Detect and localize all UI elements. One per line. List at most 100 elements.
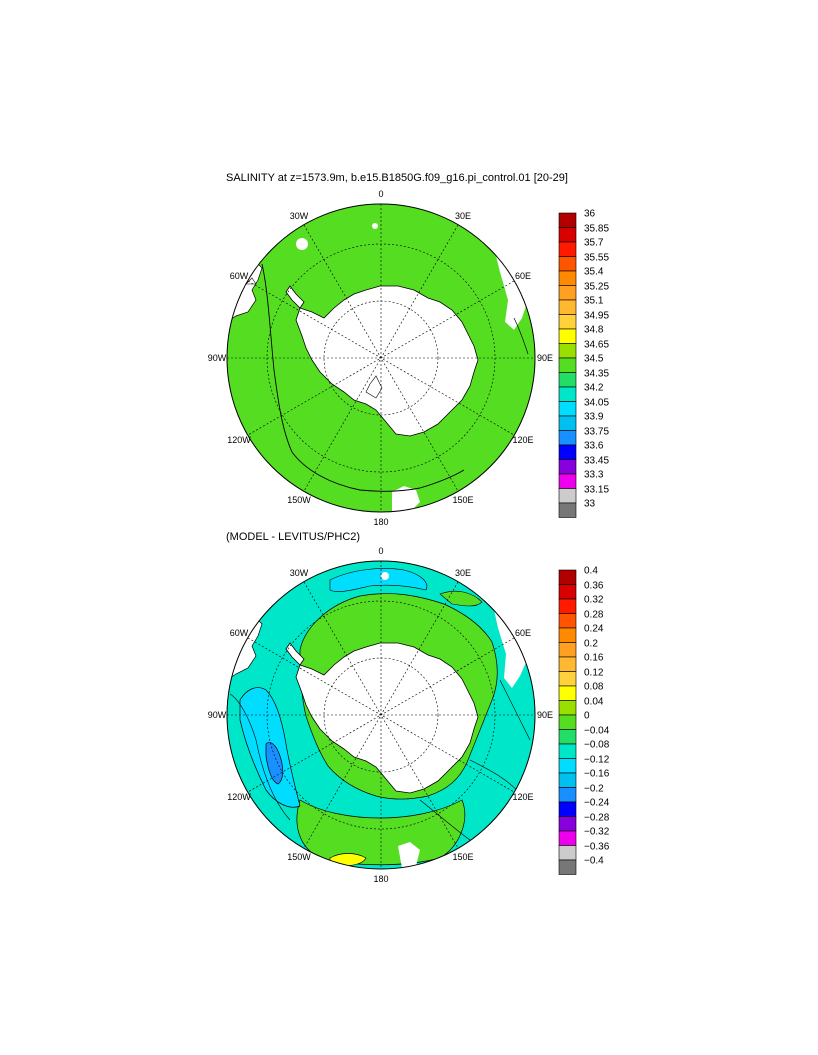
colorbar-swatch (558, 444, 577, 460)
longitude-label: 30W (289, 567, 309, 578)
colorbar-swatch (558, 671, 577, 687)
colorbar-tick-label: 34.05 (584, 397, 610, 408)
longitude-label: 180 (373, 517, 389, 527)
salinity-colorbar (558, 212, 577, 518)
colorbar-tick-label: 0.28 (584, 609, 604, 620)
antarctica-land-lower (295, 642, 479, 794)
colorbar-tick-label: 0.4 (584, 565, 598, 577)
longitude-label: 120E (512, 792, 534, 802)
colorbar-swatch (558, 758, 577, 774)
colorbar-tick-label: −0.24 (584, 797, 610, 809)
colorbar-swatch (558, 212, 577, 228)
colorbar-tick-label: 35.55 (584, 252, 610, 263)
longitude-label: 90E (536, 353, 554, 363)
colorbar-tick-label: 33.75 (584, 426, 610, 437)
antarctica-land (295, 285, 479, 437)
colorbar-swatch (558, 299, 577, 315)
colorbar-swatch (558, 357, 577, 373)
colorbar-tick-label: 33.9 (584, 411, 604, 423)
colorbar-swatch (558, 598, 577, 614)
longitude-label: 120E (512, 435, 534, 445)
colorbar-swatch (558, 343, 577, 359)
map-title-difference: (MODEL - LEVITUS/PHC2) (226, 531, 361, 543)
colorbar-tick-label: 35.85 (584, 223, 610, 234)
colorbar-tick-label: 36 (584, 208, 596, 220)
no-data-patch-dot (372, 223, 378, 229)
difference-colorbar (558, 569, 577, 875)
colorbar-swatch (558, 372, 577, 388)
colorbar-swatch (558, 772, 577, 788)
colorbar-tick-label: −0.08 (584, 739, 610, 751)
no-data-patch-top-lower (381, 572, 389, 580)
coastline-detail (245, 277, 383, 399)
colorbar-tick-label: 35.7 (584, 237, 604, 249)
colorbar-tick-label: 0.36 (584, 580, 604, 591)
longitude-label: 120W (227, 435, 251, 445)
colorbar-tick-label: 35.1 (584, 295, 604, 307)
colorbar-swatch (558, 656, 577, 672)
no-data-patch-small (296, 238, 308, 250)
longitude-label: 60W (229, 628, 249, 638)
antarctic-peninsula-lower (285, 642, 305, 666)
colorbar-tick-label: 34.65 (584, 339, 610, 350)
colorbar-swatch (558, 386, 577, 402)
colorbar-swatch (558, 401, 577, 417)
longitude-label: 120W (227, 792, 251, 802)
colorbar-tick-label: 0.32 (584, 594, 604, 606)
colorbar-swatch (558, 845, 577, 861)
ocean-patch-east (505, 322, 534, 386)
meridian-gridlines-lower (227, 561, 535, 869)
colorbar-swatch (558, 430, 577, 446)
colorbar-swatch (558, 801, 577, 817)
colorbar-swatch (558, 700, 577, 716)
colorbar-swatch (558, 569, 577, 585)
colorbar-tick-label: 33.3 (584, 469, 604, 481)
antarctic-peninsula (285, 285, 305, 309)
colorbar-swatch (558, 328, 577, 344)
longitude-label: 30E (454, 210, 472, 221)
colorbar-swatch (558, 685, 577, 701)
colorbar-swatch (558, 714, 577, 730)
colorbar-swatch (558, 256, 577, 272)
difference-positive-patch-north (439, 590, 483, 607)
colorbar-swatch (558, 270, 577, 286)
longitude-label: 150E (452, 852, 474, 863)
colorbar-tick-label: 33 (584, 498, 596, 510)
colorbar-swatch (558, 415, 577, 431)
colorbar-tick-label: 0.16 (584, 652, 604, 664)
colorbar-tick-label: 0.24 (584, 623, 604, 635)
difference-map-border (226, 560, 536, 870)
longitude-label: 60W (229, 271, 249, 281)
colorbar-tick-label: 34.8 (584, 324, 604, 336)
meridian-gridlines (227, 204, 535, 512)
colorbar-swatch (558, 459, 577, 475)
longitude-label: 30W (289, 210, 309, 221)
difference-map (226, 560, 536, 870)
colorbar-tick-label: −0.16 (584, 768, 610, 780)
salinity-contour-west (261, 263, 465, 492)
colorbar-tick-label: −0.36 (584, 841, 610, 852)
longitude-label: 0 (378, 546, 384, 556)
colorbar-tick-label: 0.12 (584, 667, 604, 678)
colorbar-tick-label: 34.2 (584, 382, 604, 394)
colorbar-swatch (558, 613, 577, 629)
colorbar-tick-label: 35.4 (584, 266, 604, 278)
colorbar-tick-label: 33.15 (584, 484, 610, 495)
longitude-label: 180 (373, 874, 389, 884)
no-data-patch-south (392, 486, 420, 512)
difference-contour-lines (229, 679, 531, 841)
salinity-contour-ne (513, 317, 529, 355)
colorbar-tick-label: −0.4 (584, 855, 604, 867)
longitude-label: 30E (454, 567, 472, 578)
longitude-label: 90W (207, 353, 227, 363)
longitude-label: 150E (452, 495, 474, 506)
no-data-patch-south-lower (398, 842, 420, 868)
salinity-map (226, 203, 536, 513)
colorbar-swatch (558, 285, 577, 301)
longitude-label: 150W (287, 495, 311, 506)
colorbar-tick-label: −0.32 (584, 826, 610, 838)
longitude-label: 0 (378, 189, 384, 199)
colorbar-swatch (558, 241, 577, 257)
colorbar-tick-label: −0.12 (584, 754, 610, 765)
